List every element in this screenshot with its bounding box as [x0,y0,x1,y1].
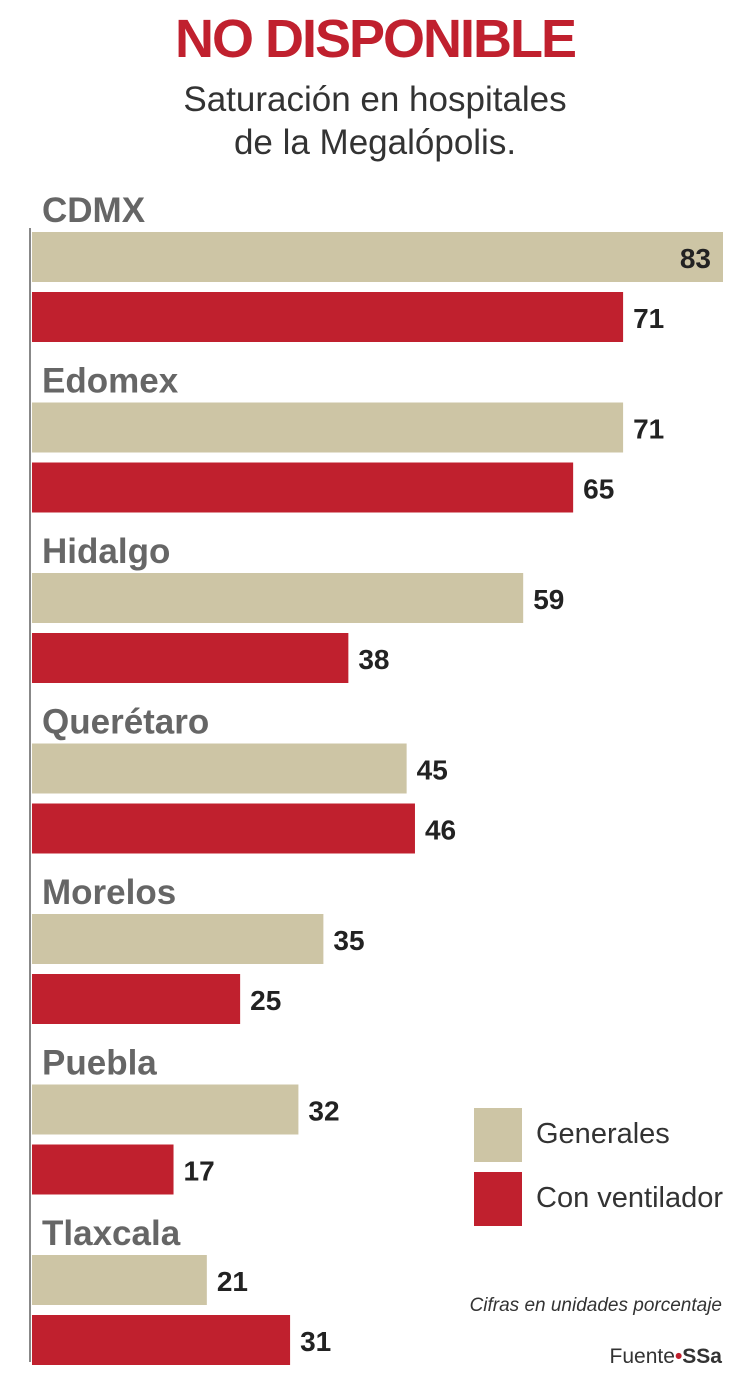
value-label-queretaro-con-ventilador: 46 [425,815,456,846]
category-label-puebla: Puebla [42,1044,157,1083]
chart-title: NO DISPONIBLE [174,9,577,69]
value-label-puebla-generales: 32 [308,1096,339,1127]
source-credit: Fuente•SSa [610,1345,722,1369]
value-label-edomex-con-ventilador: 65 [583,474,614,505]
value-label-cdmx-generales: 83 [680,243,711,274]
category-label-queretaro: Querétaro [42,703,209,742]
bar-edomex-generales [32,402,624,453]
value-label-morelos-con-ventilador: 25 [250,985,281,1016]
value-label-hidalgo-generales: 59 [533,584,564,615]
category-label-hidalgo: Hidalgo [42,532,170,571]
value-label-morelos-generales: 35 [333,925,364,956]
bar-queretaro-con-ventilador [32,803,415,854]
legend-swatch-generales [474,1108,522,1162]
value-label-cdmx-con-ventilador: 71 [633,303,664,334]
category-label-edomex: Edomex [42,362,179,401]
source-prefix: Fuente [609,1345,675,1368]
bar-puebla-generales [32,1084,299,1135]
bar-tlaxcala-generales [32,1255,207,1305]
legend-label-con-ventilador: Con ventilador [536,1182,723,1214]
subtitle-line-1: Saturación en hospitales [183,80,567,119]
value-label-queretaro-generales: 45 [417,755,448,786]
value-label-hidalgo-con-ventilador: 38 [358,644,389,675]
category-label-morelos: Morelos [42,873,176,912]
value-label-tlaxcala-generales: 21 [217,1266,248,1297]
bar-edomex-con-ventilador [32,462,574,513]
legend-label-generales: Generales [536,1118,670,1150]
bar-morelos-con-ventilador [32,974,241,1024]
bar-hidalgo-generales [32,573,524,623]
bar-cdmx-generales [32,232,723,282]
value-label-edomex-generales: 71 [633,414,664,445]
value-label-puebla-con-ventilador: 17 [184,1156,215,1187]
chart-subtitle: Saturación en hospitales de la Megalópol… [0,78,750,164]
category-label-cdmx: CDMX [42,191,146,230]
bar-tlaxcala-con-ventilador [32,1315,291,1365]
legend-swatch-con-ventilador [474,1172,522,1226]
category-label-tlaxcala: Tlaxcala [42,1214,181,1253]
bar-cdmx-con-ventilador [32,292,624,342]
source-org: SSa [682,1345,722,1368]
bar-hidalgo-con-ventilador [32,633,349,683]
bar-queretaro-generales [32,743,407,794]
units-note: Cifras en unidades porcentaje [469,1295,722,1316]
value-label-tlaxcala-con-ventilador: 31 [300,1326,331,1357]
source-dot-icon: • [674,1345,683,1368]
bar-morelos-generales [32,914,324,964]
bar-puebla-con-ventilador [32,1144,174,1195]
subtitle-line-2: de la Megalópolis. [233,123,517,162]
